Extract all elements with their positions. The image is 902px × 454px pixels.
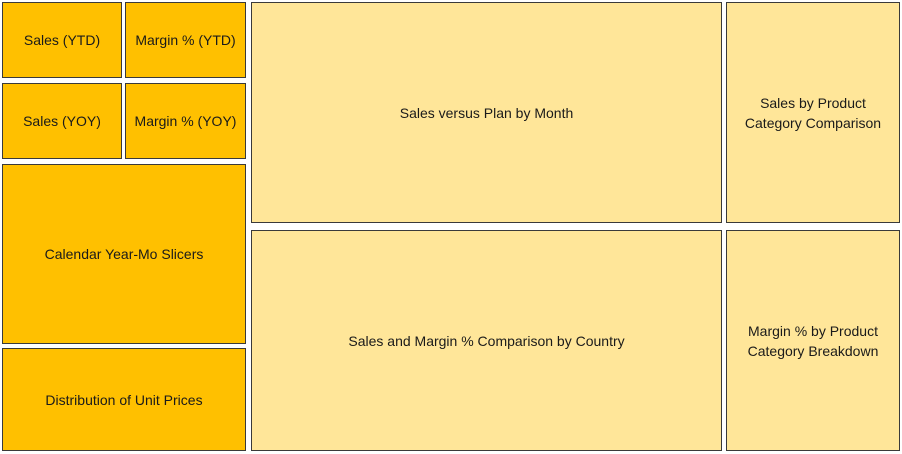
margin-yoy-label: Margin % (YOY) bbox=[134, 113, 237, 129]
margin-by-category-line2: Category Breakdown bbox=[747, 342, 879, 359]
margin-by-category-line1: Margin % by Product bbox=[748, 322, 878, 339]
sales-margin-country-tile: Sales and Margin % Comparison by Country bbox=[251, 230, 722, 451]
margin-ytd-label: Margin % (YTD) bbox=[135, 32, 236, 48]
margin-by-category-label: Margin % by Product Category Breakdown bbox=[748, 321, 879, 361]
unit-prices-tile: Distribution of Unit Prices bbox=[2, 348, 246, 451]
sales-by-category-label: Sales by Product Category Comparison bbox=[745, 93, 881, 133]
calendar-slicers-label: Calendar Year-Mo Slicers bbox=[44, 246, 204, 262]
sales-margin-country-label: Sales and Margin % Comparison by Country bbox=[348, 332, 625, 349]
sales-yoy-label: Sales (YOY) bbox=[23, 113, 101, 129]
unit-prices-label: Distribution of Unit Prices bbox=[45, 391, 203, 408]
margin-ytd-tile: Margin % (YTD) bbox=[125, 2, 246, 78]
sales-by-category-tile: Sales by Product Category Comparison bbox=[726, 2, 900, 223]
sales-by-category-line1: Sales by Product bbox=[760, 94, 866, 111]
calendar-slicers-tile: Calendar Year-Mo Slicers bbox=[2, 164, 246, 344]
sales-vs-plan-tile: Sales versus Plan by Month bbox=[251, 2, 722, 223]
sales-ytd-tile: Sales (YTD) bbox=[2, 2, 122, 78]
sales-vs-plan-label: Sales versus Plan by Month bbox=[399, 104, 574, 121]
sales-ytd-label: Sales (YTD) bbox=[23, 32, 101, 48]
margin-by-category-tile: Margin % by Product Category Breakdown bbox=[726, 230, 900, 451]
sales-yoy-tile: Sales (YOY) bbox=[2, 83, 122, 159]
margin-yoy-tile: Margin % (YOY) bbox=[125, 83, 246, 159]
sales-by-category-line2: Category Comparison bbox=[744, 114, 882, 131]
